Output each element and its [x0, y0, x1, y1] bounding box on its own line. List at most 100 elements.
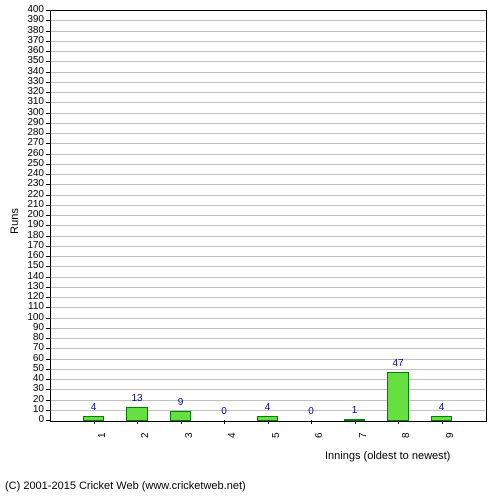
gridline [51, 41, 485, 42]
y-tick-label: 110 [20, 301, 44, 312]
gridline [51, 359, 485, 360]
y-tick-label: 80 [20, 332, 44, 343]
gridline [51, 400, 485, 401]
bar-value-label: 47 [383, 358, 413, 369]
y-tick-label: 90 [20, 322, 44, 333]
gridline [51, 164, 485, 165]
y-tick-mark [46, 195, 50, 196]
y-tick-mark [46, 410, 50, 411]
y-tick-label: 70 [20, 342, 44, 353]
y-tick-label: 370 [20, 35, 44, 46]
gridline [51, 51, 485, 52]
y-tick-label: 220 [20, 189, 44, 200]
y-tick-mark [46, 133, 50, 134]
x-tick-label: 6 [314, 432, 325, 438]
y-tick-mark [46, 31, 50, 32]
x-tick-label: 3 [184, 432, 195, 438]
y-tick-mark [46, 359, 50, 360]
y-tick-label: 130 [20, 281, 44, 292]
gridline [51, 205, 485, 206]
y-tick-mark [46, 297, 50, 298]
gridline [51, 195, 485, 196]
gridline [51, 277, 485, 278]
y-tick-mark [46, 307, 50, 308]
y-tick-mark [46, 20, 50, 21]
gridline [51, 328, 485, 329]
y-tick-mark [46, 205, 50, 206]
y-tick-mark [46, 143, 50, 144]
y-tick-mark [46, 287, 50, 288]
x-axis-label: Innings (oldest to newest) [325, 450, 450, 462]
y-tick-label: 50 [20, 363, 44, 374]
x-tick-label: 5 [271, 432, 282, 438]
y-tick-mark [46, 369, 50, 370]
x-tick-label: 4 [227, 432, 238, 438]
gridline [51, 256, 485, 257]
gridline [51, 133, 485, 134]
y-tick-mark [46, 420, 50, 421]
gridline [51, 225, 485, 226]
y-tick-mark [46, 61, 50, 62]
y-tick-mark [46, 82, 50, 83]
y-tick-label: 400 [20, 4, 44, 15]
x-tick-mark [94, 420, 95, 424]
y-tick-mark [46, 266, 50, 267]
gridline [51, 31, 485, 32]
y-tick-mark [46, 215, 50, 216]
bar-value-label: 13 [122, 393, 152, 404]
y-tick-mark [46, 10, 50, 11]
x-tick-mark [137, 420, 138, 424]
y-tick-mark [46, 328, 50, 329]
y-tick-label: 270 [20, 137, 44, 148]
y-tick-label: 40 [20, 373, 44, 384]
y-tick-mark [46, 338, 50, 339]
gridline [51, 389, 485, 390]
gridline [51, 348, 485, 349]
y-tick-mark [46, 72, 50, 73]
gridline [51, 246, 485, 247]
x-tick-mark [398, 420, 399, 424]
x-tick-label: 9 [445, 432, 456, 438]
gridline [51, 143, 485, 144]
x-tick-mark [311, 420, 312, 424]
y-tick-label: 30 [20, 383, 44, 394]
y-tick-label: 310 [20, 96, 44, 107]
gridline [51, 123, 485, 124]
y-tick-mark [46, 389, 50, 390]
gridline [51, 307, 485, 308]
gridline [51, 154, 485, 155]
y-tick-label: 300 [20, 107, 44, 118]
copyright-text: (C) 2001-2015 Cricket Web (www.cricketwe… [5, 480, 246, 492]
y-tick-mark [46, 400, 50, 401]
y-tick-label: 330 [20, 76, 44, 87]
gridline [51, 318, 485, 319]
y-tick-label: 0 [20, 414, 44, 425]
y-tick-label: 160 [20, 250, 44, 261]
gridline [51, 82, 485, 83]
gridline [51, 379, 485, 380]
y-tick-label: 290 [20, 117, 44, 128]
y-tick-label: 390 [20, 14, 44, 25]
y-tick-label: 100 [20, 312, 44, 323]
y-tick-label: 240 [20, 168, 44, 179]
y-tick-label: 260 [20, 148, 44, 159]
x-tick-label: 7 [358, 432, 369, 438]
bar-value-label: 0 [296, 406, 326, 417]
y-tick-label: 280 [20, 127, 44, 138]
y-tick-label: 140 [20, 271, 44, 282]
y-tick-mark [46, 256, 50, 257]
gridline [51, 338, 485, 339]
x-tick-mark [442, 420, 443, 424]
bar-value-label: 4 [253, 402, 283, 413]
gridline [51, 266, 485, 267]
gridline [51, 61, 485, 62]
y-tick-label: 380 [20, 25, 44, 36]
y-tick-label: 20 [20, 394, 44, 405]
chart-container: Runs Innings (oldest to newest) (C) 2001… [0, 0, 500, 500]
bar [387, 372, 409, 421]
y-tick-label: 10 [20, 404, 44, 415]
y-tick-mark [46, 174, 50, 175]
y-tick-label: 150 [20, 260, 44, 271]
x-tick-label: 2 [140, 432, 151, 438]
y-tick-mark [46, 154, 50, 155]
